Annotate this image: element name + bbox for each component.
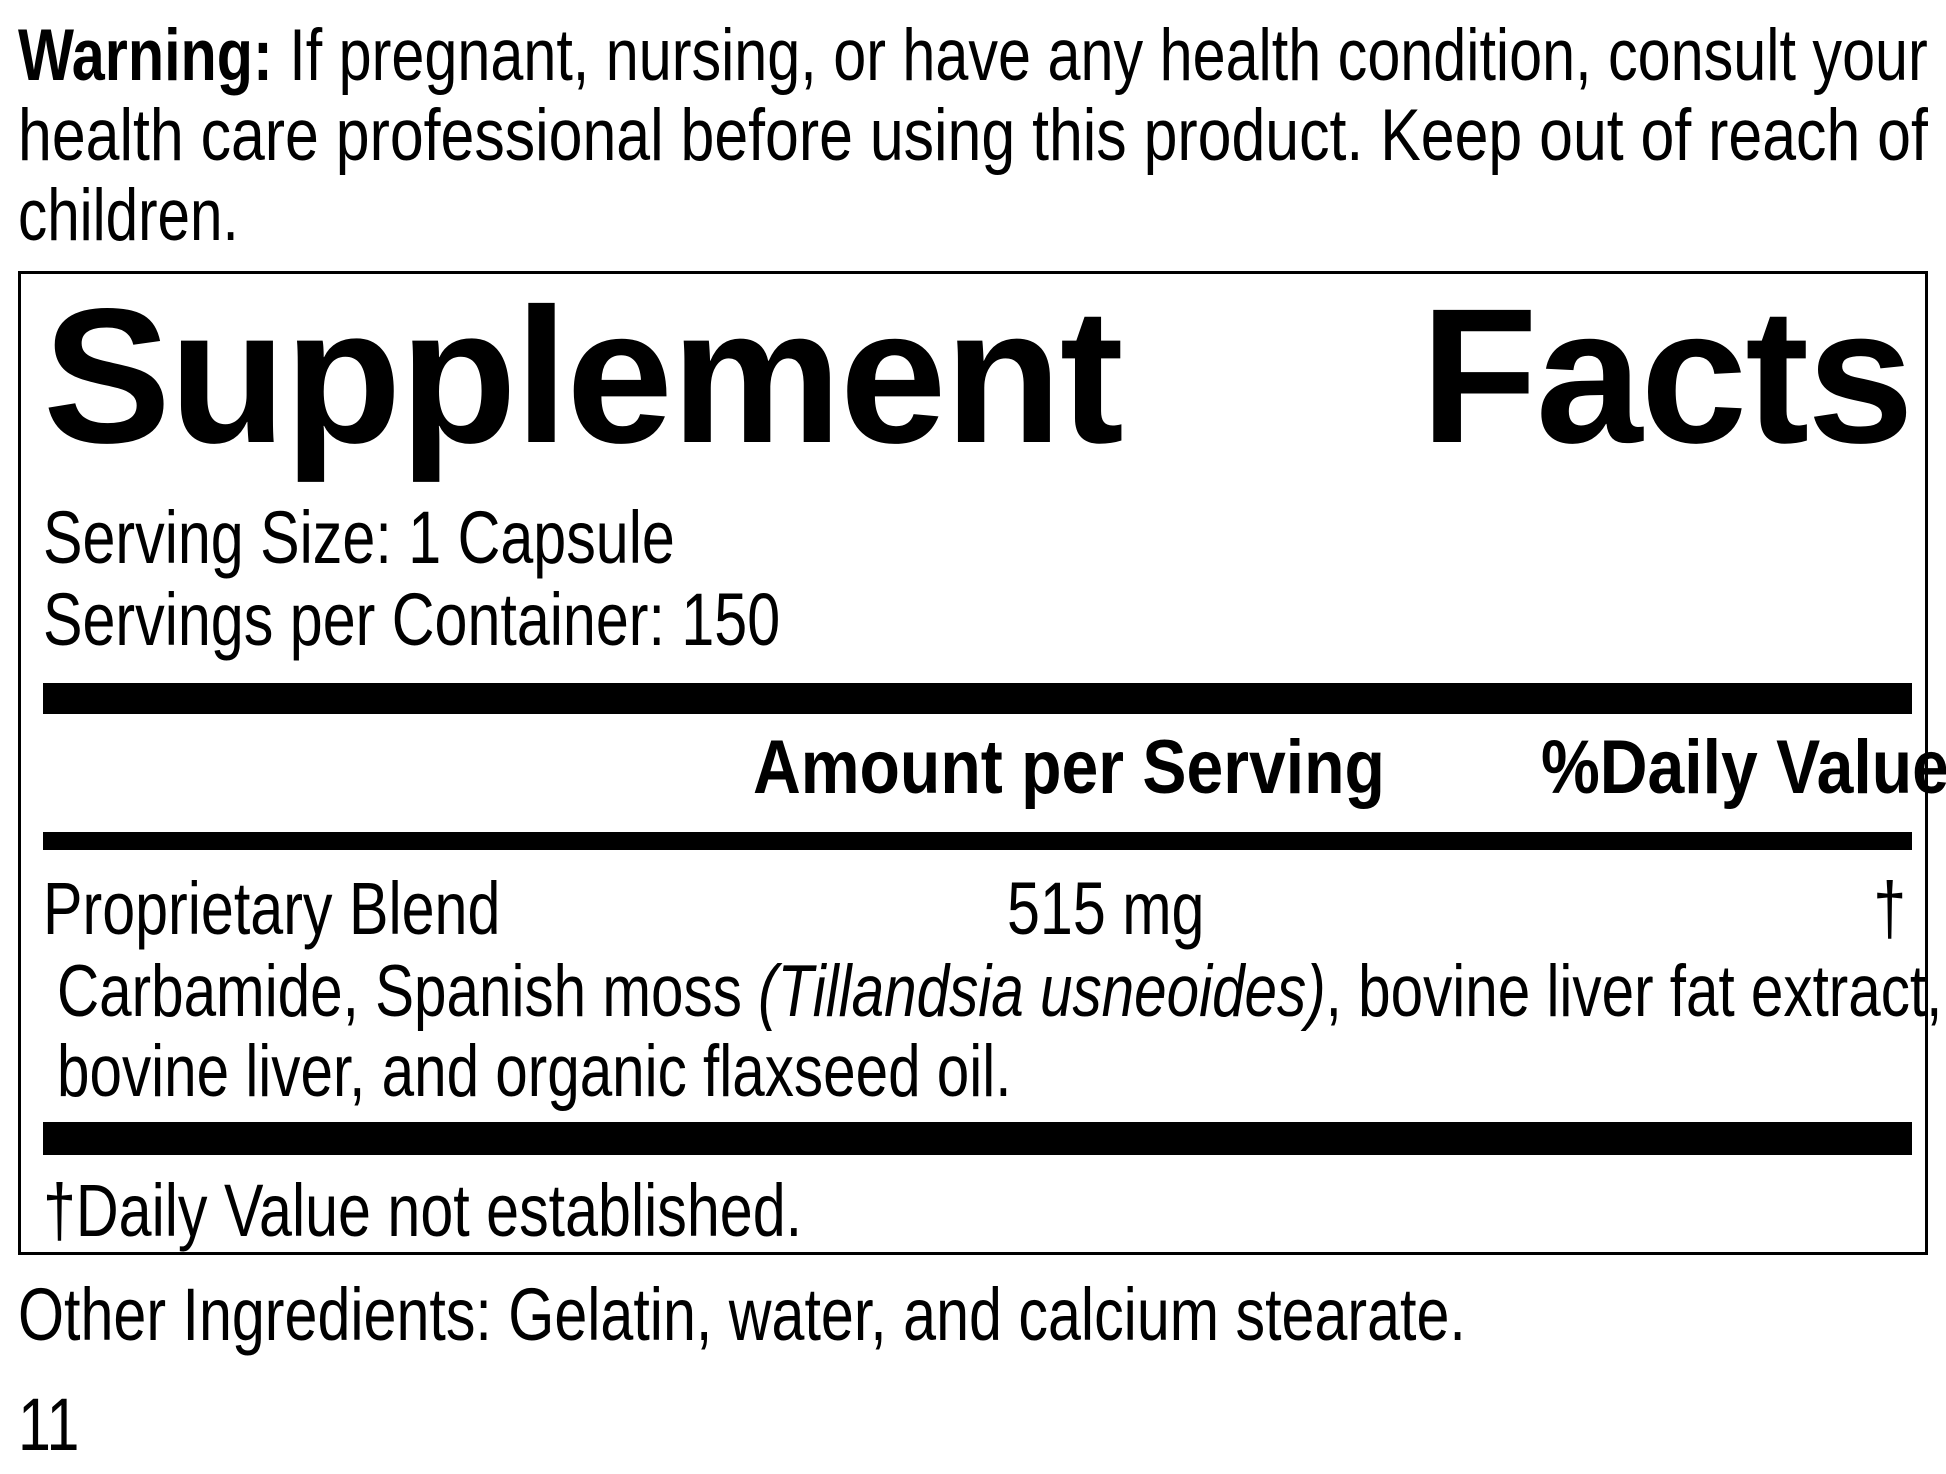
divider-bar-thick-top: [43, 683, 1912, 714]
ingredient-amount: 515 mg: [1007, 867, 1205, 950]
warning-label: Warning:: [18, 15, 273, 96]
page-number: 11: [18, 1385, 1928, 1465]
warning-line-1-rest: If pregnant, nursing, or have any health…: [272, 15, 1928, 96]
blend-description-line-1-text: Carbamide, Spanish moss (Tillandsia usne…: [57, 952, 1942, 1032]
divider-bar-medium: [43, 832, 1912, 850]
table-row: Proprietary Blend 515 mg †: [43, 870, 1912, 948]
supplement-facts-panel: Supplement Facts Serving Size: 1 Capsule…: [18, 268, 1946, 1255]
table-column-headers: Amount per Serving %Daily Value: [43, 725, 1946, 810]
serving-size-text: Serving Size: 1 Capsule: [43, 496, 675, 579]
other-ingredients: Other Ingredients: Gelatin, water, and c…: [18, 1275, 1928, 1355]
servings-per-container-text: Servings per Container: 150: [43, 578, 781, 661]
warning-line-2: health care professional before using th…: [18, 96, 1928, 176]
blend-desc-post: , bovine liver fat extract,: [1325, 951, 1943, 1032]
blend-description: Carbamide, Spanish moss (Tillandsia usne…: [57, 952, 1942, 1112]
column-header-amount: Amount per Serving: [753, 725, 1386, 810]
warning-line-3: children.: [18, 176, 1928, 256]
panel-title: Supplement Facts: [43, 268, 1914, 483]
serving-info: Serving Size: 1 Capsule Servings per Con…: [43, 497, 1912, 661]
page-number-text: 11: [18, 1383, 80, 1466]
blend-desc-pre: Carbamide, Spanish moss: [57, 951, 759, 1032]
panel-title-word-1: Supplement: [43, 268, 1124, 483]
warning-line-1-text: Warning: If pregnant, nursing, or have a…: [18, 16, 1928, 96]
blend-description-line-2-text: bovine liver, and organic flaxseed oil.: [57, 1031, 1012, 1112]
ingredient-name: Proprietary Blend: [43, 867, 501, 950]
panel-title-word-2: Facts: [1420, 268, 1914, 483]
daily-value-footnote-text: †Daily Value not established.: [43, 1169, 803, 1252]
blend-description-line-2: bovine liver, and organic flaxseed oil.: [57, 1032, 1912, 1112]
warning-line-1: Warning: If pregnant, nursing, or have a…: [18, 16, 1928, 96]
blend-description-line-1: Carbamide, Spanish moss (Tillandsia usne…: [57, 952, 1942, 1032]
warning-paragraph: Warning: If pregnant, nursing, or have a…: [18, 16, 1928, 256]
serving-size-line: Serving Size: 1 Capsule: [43, 497, 1912, 579]
daily-value-footnote: †Daily Value not established.: [43, 1172, 1912, 1250]
blend-desc-latin-name: (Tillandsia usneoides): [758, 951, 1326, 1032]
ingredient-daily-value-dagger: †: [1873, 867, 1906, 950]
divider-bar-thick-bottom: [43, 1122, 1912, 1155]
warning-line-3-text: children.: [18, 175, 239, 256]
warning-line-2-text: health care professional before using th…: [18, 95, 1928, 176]
other-ingredients-text: Other Ingredients: Gelatin, water, and c…: [18, 1273, 1466, 1356]
servings-per-container-line: Servings per Container: 150: [43, 579, 1912, 661]
column-header-daily-value: %Daily Value: [1540, 725, 1946, 810]
